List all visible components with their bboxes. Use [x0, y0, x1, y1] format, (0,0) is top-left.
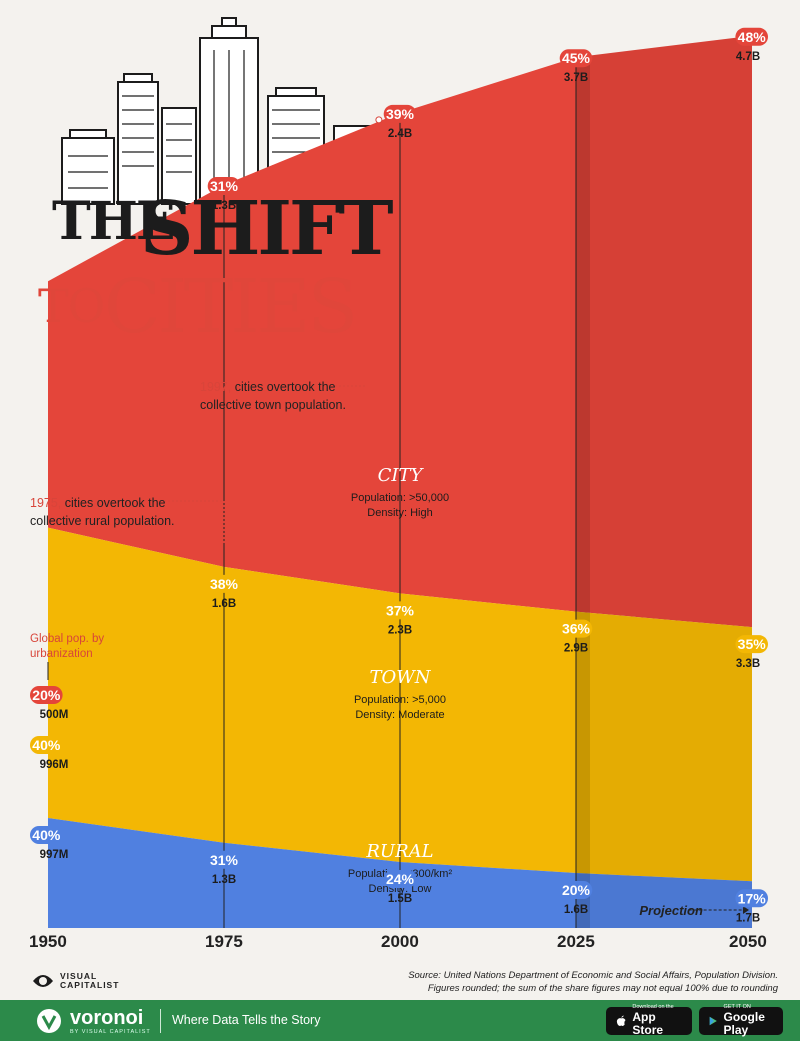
app-store-big: App Store — [632, 1009, 664, 1037]
banner-tagline: Where Data Tells the Story — [172, 1013, 321, 1027]
point-rural-1975-pill — [207, 850, 241, 869]
point-town-2050-count: 3.3B — [736, 658, 760, 670]
point-town-1950-pill — [30, 736, 63, 754]
point-rural-1975-share: 31% — [210, 852, 239, 868]
vc-line2: CAPITALIST — [60, 980, 120, 990]
series-note-density-rural: Density: Low — [369, 883, 432, 895]
point-rural-1950-count: 997M — [40, 849, 69, 861]
google-play-small: GET IT ON — [723, 1004, 751, 1011]
banner-divider — [160, 1009, 161, 1033]
vc-logo-icon — [33, 975, 53, 987]
annotation-1975-year: 1975, — [30, 496, 62, 510]
point-city-2025-pill — [559, 49, 593, 68]
voronoi-brand: voronoi — [70, 1007, 144, 1029]
apple-icon — [616, 1015, 626, 1027]
footer-note: Figures rounded; the sum of the share fi… — [427, 983, 778, 994]
point-rural-2050-count: 1.7B — [736, 912, 760, 924]
point-city-2000-share: 39% — [386, 106, 415, 122]
annotation-1997: 1997, cities overtook the collective tow… — [200, 378, 375, 414]
point-city-1950-share: 20% — [32, 687, 61, 703]
point-rural-1975-count: 1.3B — [212, 874, 236, 886]
point-rural-2025-pill — [559, 881, 593, 899]
point-city-1975-pill — [207, 176, 241, 195]
point-rural-2025-count: 1.6B — [564, 904, 588, 916]
projection-label: Projection — [639, 903, 703, 918]
series-name-rural: RURAL — [365, 841, 433, 862]
visual-capitalist-logo: VISUAL CAPITALIST — [32, 972, 119, 990]
app-store-button[interactable]: Download on the App Store — [606, 1004, 692, 1037]
point-town-2050-share: 35% — [738, 636, 767, 652]
point-rural-2050-pill — [735, 889, 768, 908]
point-city-2050-share: 48% — [738, 29, 767, 45]
x-tick-2050: 2050 — [729, 932, 767, 951]
google-play-button[interactable]: GET IT ON Google Play — [699, 1004, 783, 1037]
overlay-layer — [223, 35, 752, 929]
series-name-town: TOWN — [369, 667, 431, 688]
point-city-1950-pill — [30, 686, 63, 704]
projection-edge-shadow — [576, 57, 590, 929]
x-tick-2025: 2025 — [557, 932, 595, 951]
point-rural-2000-count: 1.5B — [388, 893, 412, 905]
voronoi-logo-icon — [37, 1009, 61, 1033]
point-town-2000-pill — [383, 601, 417, 620]
point-city-2025-share: 45% — [562, 50, 591, 66]
point-rural-2000-share: 24% — [386, 871, 415, 887]
app-store-small: Download on the — [632, 1004, 674, 1011]
point-town-1950-share: 40% — [32, 737, 61, 753]
title-shift: SHIFT — [140, 186, 394, 272]
series-name-city: CITY — [378, 465, 425, 486]
annotation-1975: 1975, cities overtook the collective rur… — [30, 494, 200, 530]
point-city-2050-pill — [735, 27, 768, 46]
point-rural-1950-pill — [30, 826, 63, 844]
point-town-1975-count: 1.6B — [212, 598, 236, 610]
point-town-2025-pill — [559, 619, 593, 638]
anno-1997-dot — [375, 116, 383, 124]
title-cities: CITIES — [104, 264, 358, 350]
point-city-1975-share: 31% — [210, 178, 239, 194]
point-town-1975-pill — [207, 574, 241, 593]
point-city-2050-count: 4.7B — [736, 51, 760, 63]
point-rural-2050-share: 17% — [738, 890, 767, 906]
point-town-1975-share: 38% — [210, 576, 239, 592]
title-the: THE — [52, 191, 175, 252]
point-rural-2025-share: 20% — [562, 882, 591, 898]
point-city-2000-pill — [383, 104, 417, 123]
google-play-big: Google Play — [723, 1009, 765, 1037]
x-tick-2000: 2000 — [381, 932, 419, 951]
x-tick-1975: 1975 — [205, 932, 243, 951]
projection-shade — [576, 35, 752, 929]
point-town-1950-count: 996M — [40, 759, 69, 771]
footer-source: Source: United Nations Department of Eco… — [408, 970, 778, 981]
point-town-2050-pill — [735, 635, 768, 654]
series-note-density-town: Density: Moderate — [355, 709, 444, 721]
annotation-global-pop-text: Global pop. by urbanization — [30, 633, 105, 660]
annotation-global-pop: Global pop. by urbanization — [30, 632, 120, 662]
point-city-2000-count: 2.4B — [388, 128, 412, 140]
point-rural-2000-pill — [383, 870, 417, 888]
series-note-pop-town: Population: >5,000 — [354, 694, 446, 706]
point-rural-1950-share: 40% — [32, 827, 61, 843]
series-note-density-city: Density: High — [367, 507, 432, 519]
point-city-2025-count: 3.7B — [564, 72, 588, 84]
title-to: TO — [38, 279, 105, 333]
annotation-1997-text: cities overtook the collective town popu… — [200, 380, 346, 413]
annotation-1997-year: 1997, — [200, 380, 232, 394]
point-town-2025-share: 36% — [562, 621, 591, 637]
annotation-1975-text: cities overtook the collective rural pop… — [30, 496, 175, 529]
voronoi-brand-sub: BY VISUAL CAPITALIST — [70, 1029, 151, 1035]
vc-line1: VISUAL — [60, 971, 98, 982]
voronoi-banner: voronoi BY VISUAL CAPITALIST Where Data … — [0, 1000, 800, 1041]
series-note-pop-city: Population: >50,000 — [351, 492, 449, 504]
projection-arrow-head — [742, 906, 749, 914]
point-town-2025-count: 2.9B — [564, 643, 588, 655]
google-play-icon — [709, 1016, 717, 1026]
point-city-1975-count: 1.3B — [212, 200, 236, 212]
point-town-2000-share: 37% — [386, 602, 415, 618]
anno-1975-line — [160, 500, 225, 545]
x-tick-1950: 1950 — [29, 932, 67, 951]
point-city-1950-count: 500M — [40, 709, 69, 721]
point-town-2000-count: 2.3B — [388, 624, 412, 636]
